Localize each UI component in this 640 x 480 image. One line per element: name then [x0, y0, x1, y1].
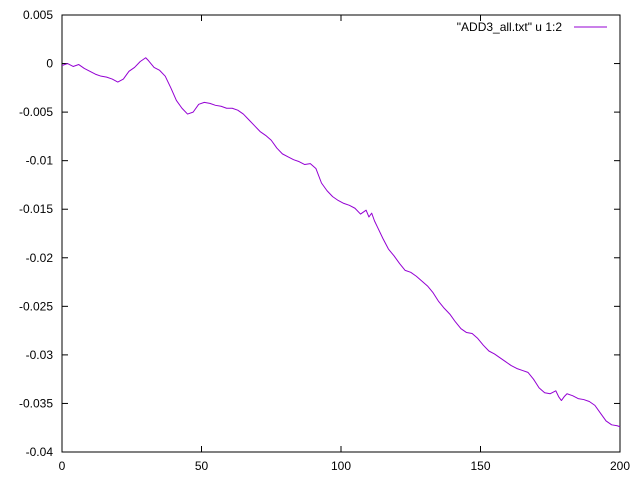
- x-tick-label: 50: [195, 459, 209, 473]
- legend: "ADD3_all.txt" u 1:2: [457, 20, 607, 34]
- y-tick-label: -0.03: [26, 348, 54, 362]
- y-tick-label: -0.02: [26, 251, 54, 265]
- legend-entry-label: "ADD3_all.txt" u 1:2: [457, 20, 563, 34]
- x-tick-label: 150: [470, 459, 490, 473]
- x-tick-label: 200: [610, 459, 630, 473]
- x-tick-label: 100: [331, 459, 351, 473]
- x-tick-label: 0: [59, 459, 66, 473]
- y-tick-label: -0.005: [19, 105, 53, 119]
- y-tick-label: 0: [46, 57, 53, 71]
- y-tick-label: -0.04: [26, 445, 54, 459]
- series-layer: [61, 57, 621, 428]
- y-tick-label: -0.035: [19, 396, 53, 410]
- series-line: [61, 57, 621, 428]
- y-tick-label: -0.015: [19, 202, 53, 216]
- y-tick-label: -0.01: [26, 154, 54, 168]
- y-tick-label: -0.025: [19, 299, 53, 313]
- y-tick-label: 0.005: [23, 8, 53, 22]
